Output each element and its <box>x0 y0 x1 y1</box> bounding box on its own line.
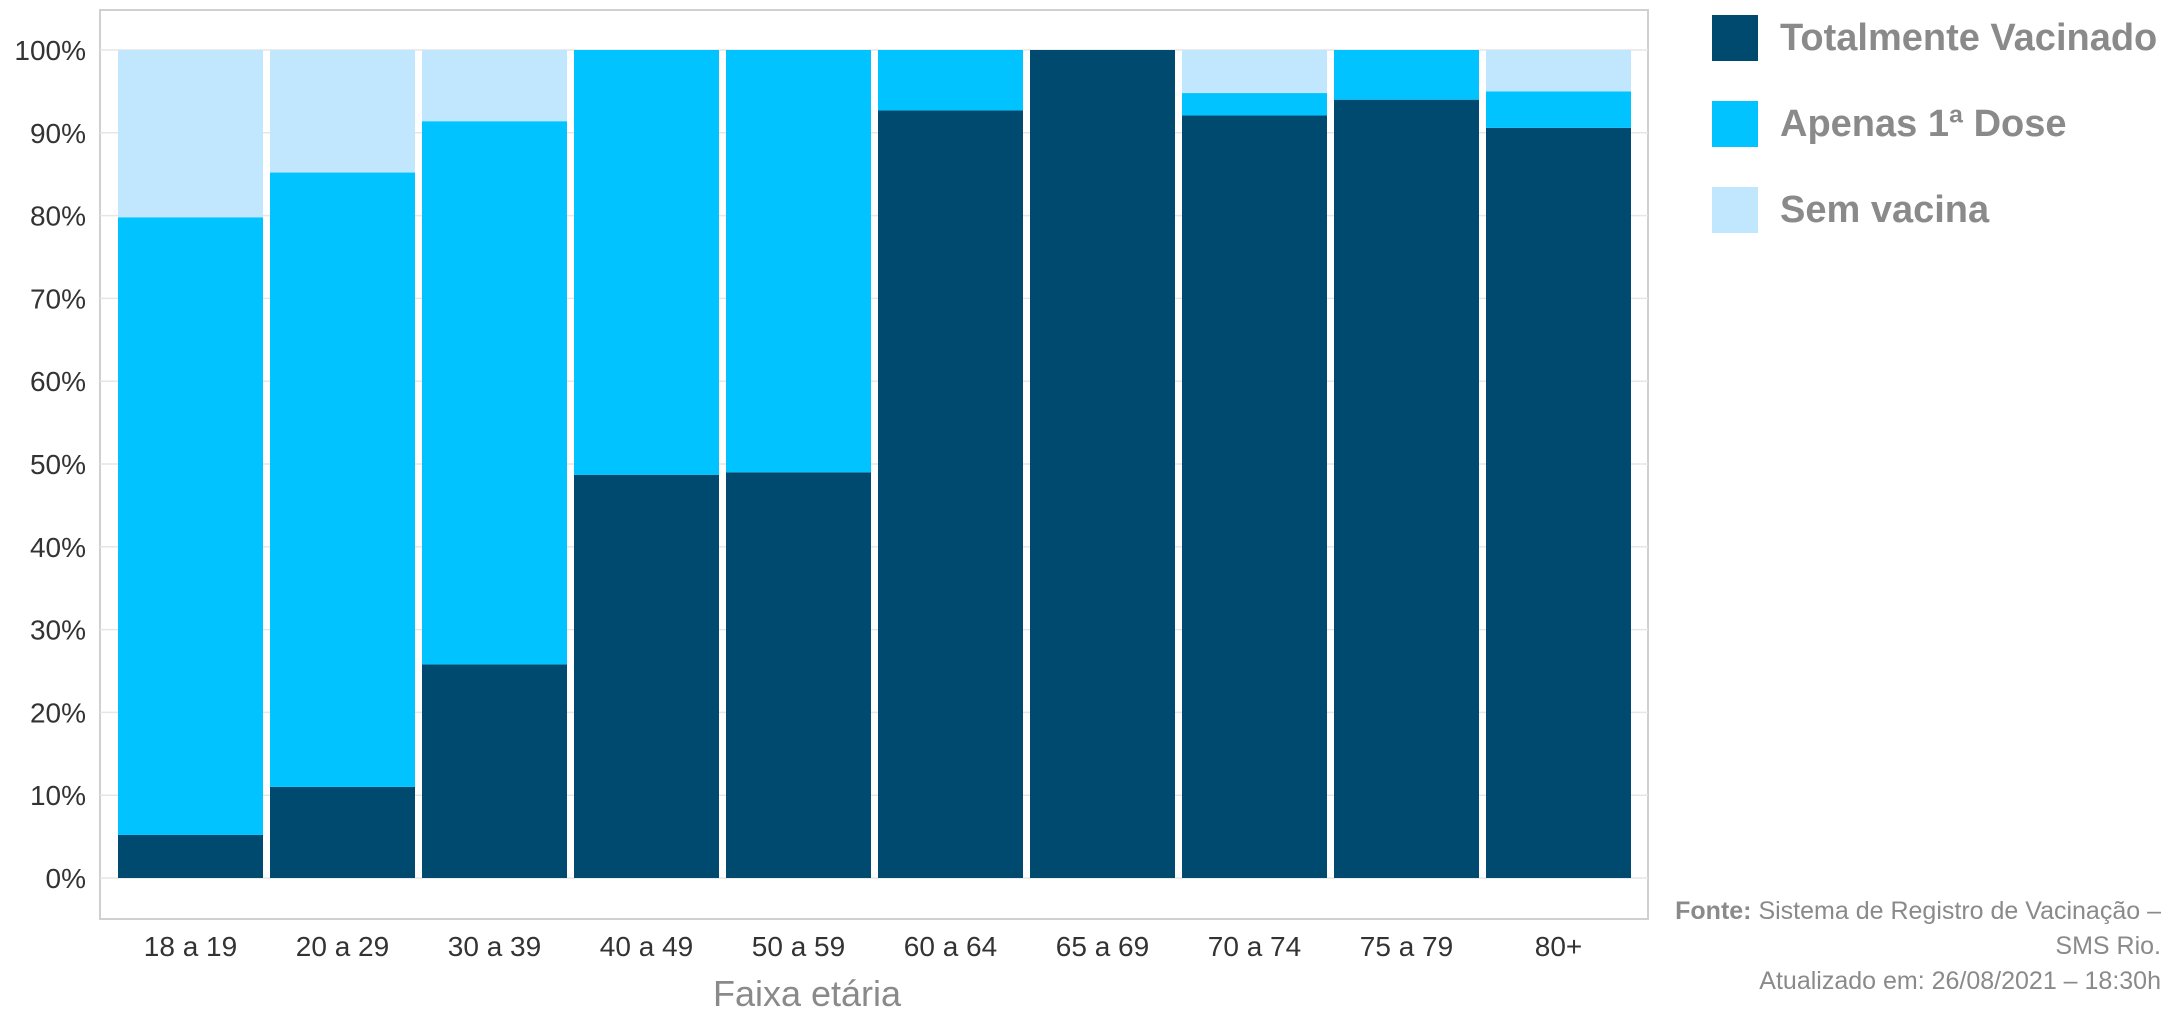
legend: Totalmente Vacinado Apenas 1ª Dose Sem v… <box>1712 14 2157 272</box>
bar-first-dose-7 <box>1182 93 1327 116</box>
bar-fully-vaccinated-2 <box>422 664 567 878</box>
bar-first-dose-8 <box>1334 50 1479 100</box>
y-tick-label: 10% <box>30 780 86 811</box>
y-tick-label: 70% <box>30 283 86 314</box>
bar-unvaccinated-9 <box>1486 50 1631 92</box>
bar-fully-vaccinated-5 <box>878 110 1023 879</box>
bar-first-dose-1 <box>270 172 415 787</box>
bar-fully-vaccinated-1 <box>270 786 415 878</box>
legend-label-unvaccinated: Sem vacina <box>1780 188 1990 231</box>
bar-unvaccinated-2 <box>422 50 567 122</box>
y-tick-label: 80% <box>30 201 86 232</box>
legend-swatch-first-dose <box>1712 101 1758 147</box>
y-tick-label: 50% <box>30 449 86 480</box>
x-tick-label: 50 a 59 <box>752 931 845 962</box>
bar-fully-vaccinated-7 <box>1182 115 1327 879</box>
x-axis-title: Faixa etária <box>713 973 902 1014</box>
source-label: Fonte: <box>1675 897 1752 925</box>
updated-timestamp: Atualizado em: 26/08/2021 – 18:30h <box>1759 967 2161 995</box>
x-tick-label: 30 a 39 <box>448 931 541 962</box>
bars <box>118 50 1631 879</box>
bar-unvaccinated-7 <box>1182 50 1327 94</box>
bar-fully-vaccinated-9 <box>1486 127 1631 878</box>
x-axis-ticks: 18 a 19 20 a 29 30 a 39 40 a 49 50 a 59 60 a … <box>144 931 1582 962</box>
bar-first-dose-0 <box>118 217 263 835</box>
bar-first-dose-5 <box>878 50 1023 111</box>
y-tick-label: 90% <box>30 118 86 149</box>
x-tick-label: 60 a 64 <box>904 931 997 962</box>
y-axis-ticks: 0% 10% 20% 30% 40% 50% 60% 70% 80% 90% 100% <box>14 35 86 894</box>
legend-item-fully-vaccinated: Totalmente Vacinado <box>1712 14 2157 62</box>
bar-fully-vaccinated-6 <box>1030 50 1175 878</box>
y-tick-label: 60% <box>30 366 86 397</box>
x-tick-label: 80+ <box>1535 931 1583 962</box>
bar-unvaccinated-0 <box>118 50 263 218</box>
bar-fully-vaccinated-3 <box>574 474 719 878</box>
bar-first-dose-9 <box>1486 91 1631 128</box>
source-note: Fonte: Sistema de Registro de Vacinação … <box>1641 894 2161 999</box>
bar-fully-vaccinated-0 <box>118 834 263 878</box>
bar-fully-vaccinated-8 <box>1334 99 1479 879</box>
x-tick-label: 40 a 49 <box>600 931 693 962</box>
x-tick-label: 75 a 79 <box>1360 931 1453 962</box>
legend-swatch-unvaccinated <box>1712 187 1758 233</box>
x-tick-label: 20 a 29 <box>296 931 389 962</box>
legend-label-fully-vaccinated: Totalmente Vacinado <box>1780 16 2158 59</box>
bar-first-dose-3 <box>574 50 719 475</box>
y-tick-label: 40% <box>30 532 86 563</box>
y-tick-label: 20% <box>30 697 86 728</box>
y-tick-label: 0% <box>46 863 86 894</box>
legend-swatch-fully-vaccinated <box>1712 15 1758 61</box>
source-text: Sistema de Registro de Vacinação – SMS R… <box>1758 897 2161 960</box>
y-tick-label: 30% <box>30 615 86 646</box>
bar-first-dose-2 <box>422 121 567 665</box>
legend-label-first-dose: Apenas 1ª Dose <box>1780 102 2067 145</box>
legend-item-first-dose: Apenas 1ª Dose <box>1712 100 2157 148</box>
legend-item-unvaccinated: Sem vacina <box>1712 186 2157 234</box>
y-tick-label: 100% <box>14 35 86 66</box>
bar-fully-vaccinated-4 <box>726 472 871 878</box>
x-tick-label: 70 a 74 <box>1208 931 1301 962</box>
x-tick-label: 65 a 69 <box>1056 931 1149 962</box>
x-tick-label: 18 a 19 <box>144 931 237 962</box>
bar-unvaccinated-1 <box>270 50 415 173</box>
bar-first-dose-4 <box>726 50 871 473</box>
